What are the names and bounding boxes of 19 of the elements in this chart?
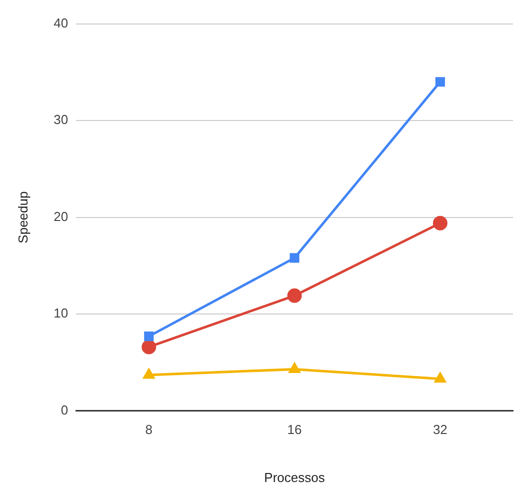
y-tick-label: 10 <box>54 306 68 321</box>
y-tick-label: 30 <box>54 112 68 128</box>
point <box>288 362 300 373</box>
x-tick-label: 8 <box>145 422 152 438</box>
point <box>432 216 448 230</box>
x-tick-label: 16 <box>287 422 302 438</box>
x-axis-title: Processos <box>264 470 326 485</box>
x-tick-label: 32 <box>432 422 448 438</box>
point <box>435 77 445 87</box>
point <box>143 368 154 379</box>
y-tick-label: 0 <box>60 402 68 418</box>
y-tick-label: 20 <box>54 208 68 224</box>
point <box>287 288 302 303</box>
y-axis-title: Speedup <box>15 191 30 244</box>
point <box>290 253 300 263</box>
point <box>144 332 154 342</box>
point <box>142 340 156 354</box>
y-tick-label: 40 <box>54 15 68 30</box>
point <box>434 372 446 383</box>
